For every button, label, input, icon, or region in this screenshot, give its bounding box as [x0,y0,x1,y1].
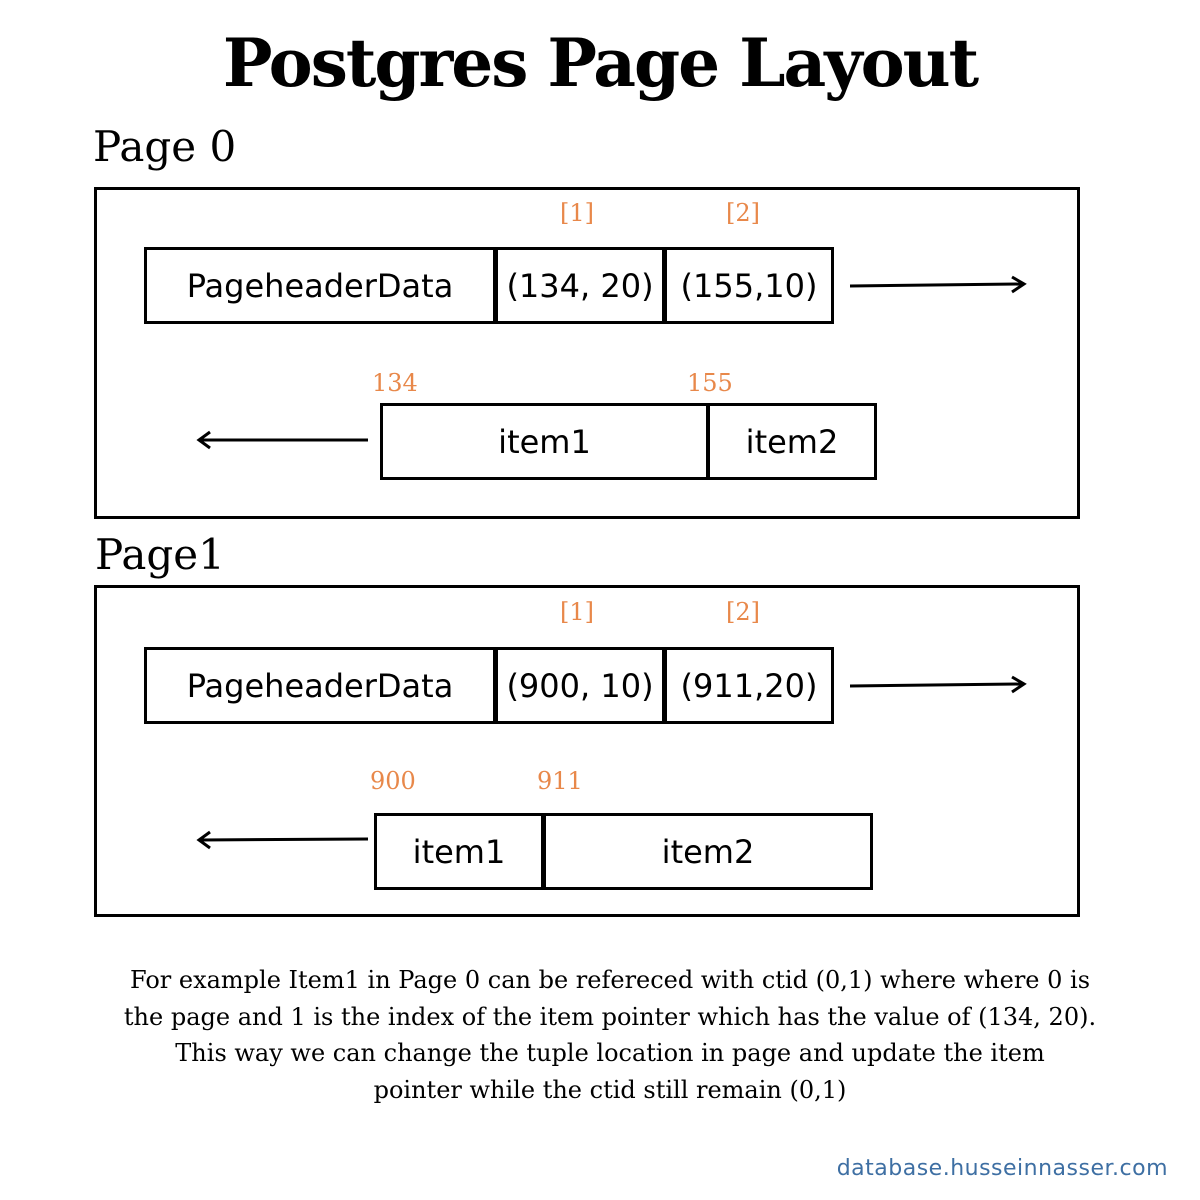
page-title: Postgres Page Layout [222,24,979,102]
item-1-offset-label: 134 [372,369,418,397]
item-1-cell: item1 [380,403,709,480]
pointer-1-index-label: [1] [560,598,594,626]
item-2-offset-label: 155 [687,369,733,397]
item-1-cell: item1 [374,813,544,890]
item-2-cell: item2 [543,813,873,890]
pointers-grow-right-arrow [849,275,1027,294]
caption-line: For example Item1 in Page 0 can be refer… [129,966,1091,994]
pointers-grow-right-arrow [849,675,1027,694]
page-0-label: Page 0 [93,122,237,171]
item-pointer-1: (134, 20) [495,247,665,324]
items-grow-left-arrow [196,830,369,850]
page-1-label: Page1 [95,530,225,579]
pointer-2-index-label: [2] [726,199,760,227]
item-pointer-1: (900, 10) [495,647,665,724]
site-credit: database.husseinnasser.com [836,1156,1168,1181]
pointer-2-index-label: [2] [726,598,760,626]
page-header-cell: PageheaderData [144,247,496,324]
item-2-offset-label: 911 [537,767,583,795]
item-2-cell: item2 [707,403,877,480]
page-0-frame [94,187,1080,519]
caption-line: This way we can change the tuple locatio… [175,1039,1045,1067]
caption-line: pointer while the ctid still remain (0,1… [373,1075,847,1104]
item-pointer-2: (911,20) [664,647,834,724]
page-1-frame [94,585,1080,917]
pointer-1-index-label: [1] [560,199,594,227]
explanation-caption: For example Item1 in Page 0 can be refer… [90,962,1130,1108]
page-header-cell: PageheaderData [144,647,496,724]
items-grow-left-arrow [196,430,368,450]
caption-line: the page and 1 is the index of the item … [123,1002,1097,1031]
item-pointer-2: (155,10) [664,247,834,324]
item-1-offset-label: 900 [370,767,416,795]
